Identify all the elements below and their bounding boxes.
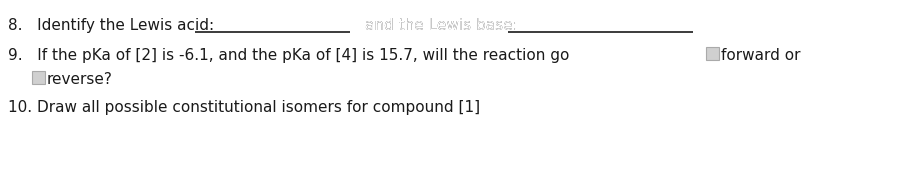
Text: and the Lewis base:: and the Lewis base: bbox=[365, 18, 518, 33]
Text: and the Lewis base:: and the Lewis base: bbox=[365, 18, 518, 33]
Bar bbox=[706, 47, 719, 60]
Text: forward or: forward or bbox=[721, 48, 801, 63]
Text: 9.   If the pKa of [2] is -6.1, and the pKa of [4] is 15.7, will the reaction go: 9. If the pKa of [2] is -6.1, and the pK… bbox=[8, 48, 570, 63]
Text: 10. Draw all possible constitutional isomers for compound [1]: 10. Draw all possible constitutional iso… bbox=[8, 100, 480, 115]
Text: reverse?: reverse? bbox=[47, 72, 113, 87]
Text: 8.   Identify the Lewis acid:: 8. Identify the Lewis acid: bbox=[8, 18, 215, 33]
Bar bbox=[32, 71, 45, 84]
